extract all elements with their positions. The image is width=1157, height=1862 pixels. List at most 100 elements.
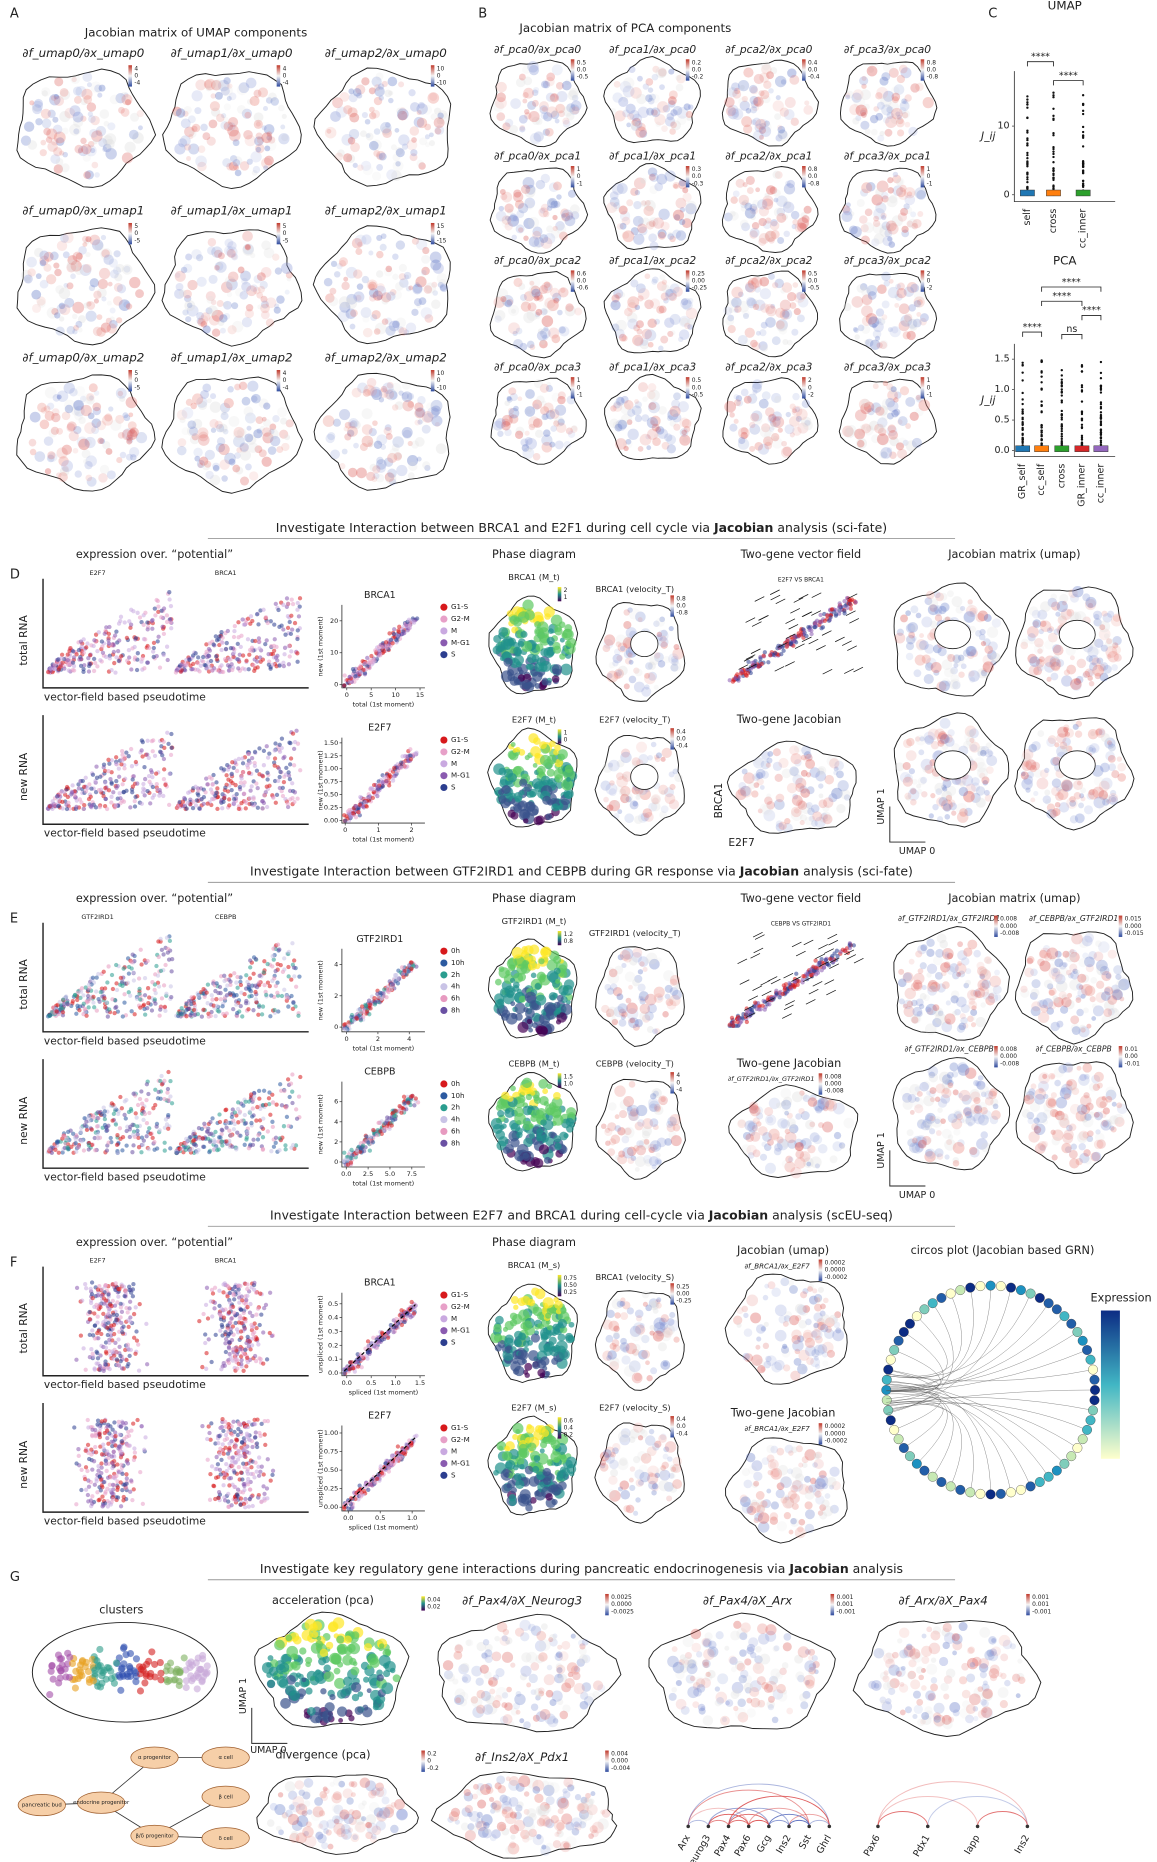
panel-title: Jacobian matrix of PCA components (518, 21, 731, 35)
cell (662, 280, 667, 285)
outlier (1081, 370, 1083, 372)
cell (212, 79, 223, 90)
cell (884, 280, 890, 286)
x-tick-label: 0 (345, 691, 349, 699)
cell (342, 449, 348, 455)
cell (518, 203, 528, 213)
cell (197, 806, 201, 810)
cell (274, 801, 278, 805)
colorbar-tick: -0.3 (692, 181, 704, 187)
cell (645, 273, 651, 279)
hole (631, 764, 658, 789)
cell (238, 267, 245, 274)
cell (637, 329, 643, 335)
cell (141, 790, 145, 794)
cell (95, 649, 99, 653)
cell (867, 66, 878, 77)
cell (562, 81, 572, 91)
cell (67, 260, 79, 272)
cell (264, 145, 270, 151)
cell (45, 411, 55, 421)
cell (881, 412, 889, 420)
colorbar-tick: 0.8 (808, 167, 818, 173)
cell (219, 766, 223, 770)
cell (181, 427, 189, 435)
cell (113, 633, 117, 637)
x-tick-label: 1 (376, 826, 380, 834)
cell (131, 777, 135, 781)
cell (30, 449, 36, 455)
cell (275, 793, 279, 797)
cell (213, 465, 220, 472)
outlier (1082, 110, 1084, 112)
cell (679, 417, 689, 427)
colorbar-tick: 1 (927, 378, 931, 384)
cell (871, 129, 878, 136)
cell (169, 753, 173, 757)
cell (189, 130, 196, 137)
cell (638, 446, 644, 452)
cell (189, 667, 193, 671)
cell (32, 304, 41, 313)
cell (118, 791, 122, 795)
sig-label: **** (1082, 305, 1101, 316)
cell (802, 400, 810, 408)
cell (151, 749, 155, 753)
cell (676, 84, 684, 92)
cell (261, 806, 265, 810)
subplot-title: ∂f_umap1/∂x_umap1 (171, 204, 293, 218)
cell (203, 790, 207, 794)
cell (178, 438, 187, 447)
cell (772, 282, 778, 288)
cell (357, 283, 363, 289)
cell (669, 784, 675, 790)
cell (77, 786, 81, 790)
cell (129, 667, 133, 671)
colorbar-tick: 10 (437, 66, 445, 72)
cell (559, 326, 566, 333)
cell (534, 816, 543, 825)
outlier (1021, 364, 1023, 366)
cell (253, 429, 262, 438)
cell (261, 608, 265, 612)
cell (760, 662, 764, 666)
cell (85, 641, 89, 645)
cell (138, 125, 143, 130)
cell (677, 116, 686, 125)
cell (168, 617, 172, 621)
outlier (1026, 160, 1028, 162)
box (1016, 446, 1030, 452)
cell (774, 113, 781, 120)
colorbar-tick: 0 (577, 174, 581, 180)
cell (329, 297, 339, 307)
cell (534, 621, 541, 628)
cell (223, 657, 227, 661)
cell (661, 805, 669, 813)
sig-label: **** (1062, 277, 1081, 288)
cell (628, 66, 635, 73)
vector-arrow (776, 599, 785, 604)
cell (274, 307, 281, 314)
cell (396, 465, 407, 476)
cell (165, 613, 169, 617)
cell (261, 132, 272, 143)
cell (887, 196, 898, 207)
cell (214, 421, 222, 429)
cell (75, 321, 82, 328)
cell (284, 434, 290, 440)
cell (559, 653, 565, 659)
cell (760, 90, 769, 99)
cell (114, 755, 118, 759)
outlier (1052, 156, 1054, 158)
cell (237, 658, 241, 662)
cell (548, 628, 554, 634)
cell (266, 755, 270, 759)
cell (774, 396, 781, 403)
cell (743, 182, 748, 187)
cell (58, 472, 68, 482)
cell (229, 416, 240, 427)
embedding-plot (489, 596, 578, 694)
cell (205, 450, 215, 460)
cell (259, 449, 267, 457)
cell (207, 654, 211, 658)
